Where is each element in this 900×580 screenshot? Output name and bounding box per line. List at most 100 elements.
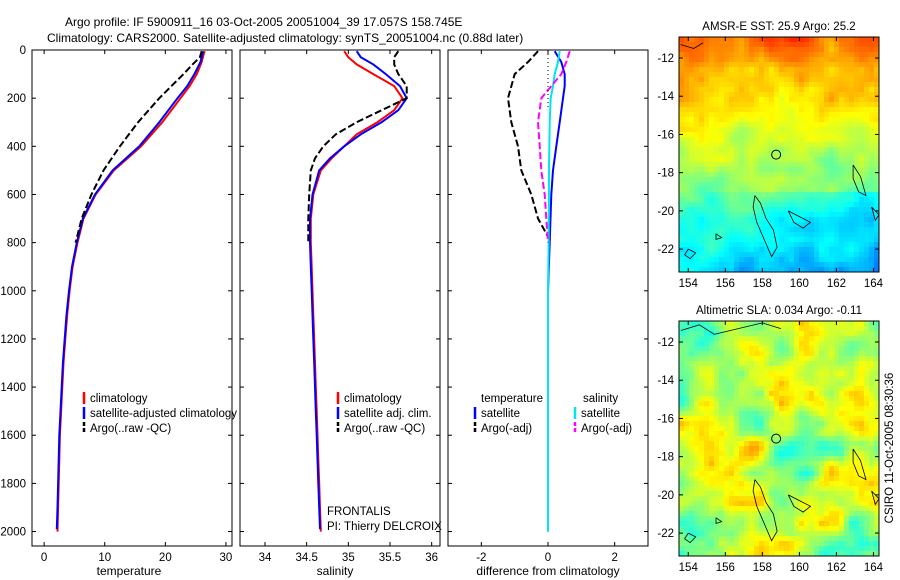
map-cell bbox=[824, 157, 830, 163]
map-cell bbox=[844, 486, 850, 492]
map-cell bbox=[809, 142, 815, 148]
map-cell bbox=[839, 441, 845, 447]
map-cell bbox=[694, 471, 700, 477]
map-cell bbox=[844, 152, 850, 158]
map-cell bbox=[829, 72, 835, 78]
map-cell bbox=[859, 471, 865, 477]
map-cell bbox=[849, 47, 855, 53]
map-cell bbox=[744, 511, 750, 517]
map-cell bbox=[819, 376, 825, 382]
map-cell bbox=[729, 37, 735, 43]
map-cell bbox=[784, 147, 790, 153]
map-cell bbox=[759, 262, 765, 268]
map-cell bbox=[714, 77, 720, 83]
map-cell bbox=[854, 461, 860, 467]
map-cell bbox=[689, 336, 695, 342]
map-cell bbox=[754, 496, 760, 502]
map-cell bbox=[709, 321, 715, 327]
map-cell bbox=[814, 237, 820, 243]
map-cell bbox=[854, 416, 860, 422]
map-cell bbox=[784, 551, 790, 556]
map-cell bbox=[729, 192, 735, 198]
map-cell bbox=[754, 351, 760, 357]
map-cell bbox=[709, 112, 715, 118]
map-cell bbox=[854, 516, 860, 522]
map-cell bbox=[699, 132, 705, 138]
map-cell bbox=[834, 207, 840, 213]
map-cell bbox=[859, 501, 865, 507]
map-cell bbox=[679, 481, 685, 487]
map-cell bbox=[809, 466, 815, 472]
map-cell bbox=[699, 396, 705, 402]
map-cell bbox=[749, 242, 755, 248]
map-cell bbox=[819, 132, 825, 138]
map-cell bbox=[839, 222, 845, 228]
map-cell bbox=[759, 511, 765, 517]
map-cell bbox=[779, 192, 785, 198]
map-cell bbox=[854, 167, 860, 173]
map-cell bbox=[834, 406, 840, 412]
map-cell bbox=[814, 541, 820, 547]
map-cell bbox=[699, 157, 705, 163]
map-cell bbox=[839, 541, 845, 547]
x-tick-label: -2 bbox=[476, 552, 486, 564]
map-cell bbox=[869, 237, 875, 243]
map-cell bbox=[779, 152, 785, 158]
map-cell bbox=[829, 247, 835, 253]
map-cell bbox=[859, 546, 865, 552]
map-cell bbox=[834, 386, 840, 392]
map-cell bbox=[709, 471, 715, 477]
map-cell bbox=[759, 486, 765, 492]
map-cell bbox=[834, 217, 840, 223]
map-cell bbox=[679, 112, 685, 118]
map-cell bbox=[764, 267, 770, 272]
map-cell bbox=[804, 521, 810, 527]
map-cell bbox=[874, 77, 879, 83]
map-cell bbox=[779, 426, 785, 432]
map-cell bbox=[719, 536, 725, 542]
map-cell bbox=[794, 371, 800, 377]
map-cell bbox=[874, 431, 879, 437]
map-cell bbox=[789, 182, 795, 188]
map-cell bbox=[864, 401, 870, 407]
map-cell bbox=[859, 446, 865, 452]
map-cell bbox=[719, 491, 725, 497]
map-cell bbox=[809, 57, 815, 63]
map-cell bbox=[729, 411, 735, 417]
map-cell bbox=[854, 237, 860, 243]
map-cell bbox=[734, 242, 740, 248]
map-cell bbox=[759, 536, 765, 542]
map-cell bbox=[764, 341, 770, 347]
map-cell bbox=[709, 107, 715, 113]
map-cell bbox=[719, 37, 725, 43]
pi-label: PI: Thierry DELCROIX bbox=[327, 521, 442, 533]
sst-map-title: AMSR-E SST: 25.9 Argo: 25.2 bbox=[702, 21, 855, 33]
map-cell bbox=[749, 257, 755, 263]
map-cell bbox=[699, 551, 705, 556]
map-cell bbox=[749, 112, 755, 118]
map-cell bbox=[709, 152, 715, 158]
map-cell bbox=[814, 511, 820, 517]
map-cell bbox=[844, 371, 850, 377]
map-cell bbox=[804, 526, 810, 532]
map-cell bbox=[759, 227, 765, 233]
map-cell bbox=[819, 72, 825, 78]
map-cell bbox=[749, 486, 755, 492]
map-cell bbox=[869, 227, 875, 233]
map-cell bbox=[769, 376, 775, 382]
map-cell bbox=[829, 531, 835, 537]
map-cell bbox=[829, 401, 835, 407]
map-cell bbox=[739, 451, 745, 457]
map-cell bbox=[824, 496, 830, 502]
map-cell bbox=[724, 486, 730, 492]
map-cell bbox=[759, 177, 765, 183]
map-cell bbox=[819, 62, 825, 68]
map-cell bbox=[859, 326, 865, 332]
map-cell bbox=[754, 177, 760, 183]
map-cell bbox=[684, 77, 690, 83]
map-cell bbox=[724, 147, 730, 153]
map-cell bbox=[764, 137, 770, 143]
map-cell bbox=[784, 247, 790, 253]
map-cell bbox=[774, 67, 780, 73]
map-cell bbox=[789, 371, 795, 377]
